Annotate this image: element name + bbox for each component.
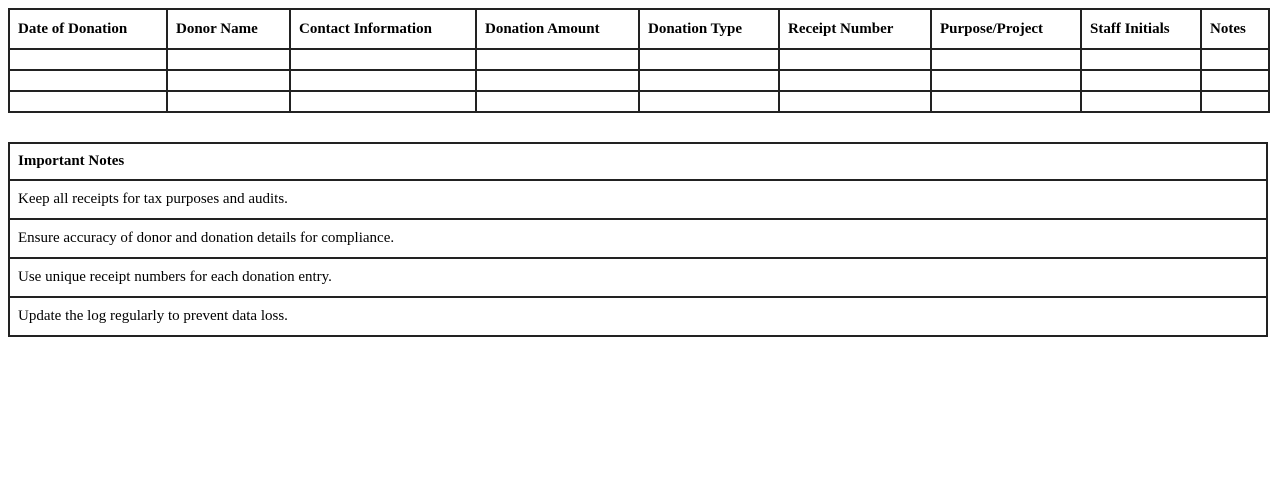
table-cell — [8, 48, 168, 71]
note-row: Ensure accuracy of donor and donation de… — [8, 218, 1268, 259]
column-header-notes: Notes — [1200, 8, 1270, 50]
table-cell — [475, 69, 640, 92]
table-cell — [1080, 69, 1202, 92]
table-row — [8, 69, 1270, 92]
column-header-donation-amount: Donation Amount — [475, 8, 640, 50]
table-cell — [1080, 48, 1202, 71]
table-cell — [638, 69, 780, 92]
column-header-receipt-number: Receipt Number — [778, 8, 932, 50]
table-row — [8, 48, 1270, 71]
column-header-contact-information: Contact Information — [289, 8, 477, 50]
table-cell — [930, 69, 1082, 92]
table-cell — [1200, 90, 1270, 113]
note-item: Ensure accuracy of donor and donation de… — [8, 218, 1268, 259]
table-cell — [930, 48, 1082, 71]
donation-table-header-row: Date of Donation Donor Name Contact Info… — [8, 8, 1270, 50]
table-row — [8, 90, 1270, 113]
column-header-date-of-donation: Date of Donation — [8, 8, 168, 50]
table-cell — [778, 90, 932, 113]
table-cell — [638, 90, 780, 113]
notes-header: Important Notes — [8, 142, 1268, 181]
table-cell — [289, 69, 477, 92]
table-cell — [166, 69, 291, 92]
column-header-donor-name: Donor Name — [166, 8, 291, 50]
donation-log-table: Date of Donation Donor Name Contact Info… — [8, 8, 1270, 113]
table-cell — [1200, 48, 1270, 71]
table-cell — [289, 90, 477, 113]
table-cell — [8, 90, 168, 113]
note-item: Update the log regularly to prevent data… — [8, 296, 1268, 337]
table-cell — [8, 69, 168, 92]
note-item: Keep all receipts for tax purposes and a… — [8, 179, 1268, 220]
note-row: Update the log regularly to prevent data… — [8, 296, 1268, 337]
note-row: Keep all receipts for tax purposes and a… — [8, 179, 1268, 220]
table-cell — [1200, 69, 1270, 92]
table-cell — [475, 90, 640, 113]
column-header-staff-initials: Staff Initials — [1080, 8, 1202, 50]
note-row: Use unique receipt numbers for each dona… — [8, 257, 1268, 298]
important-notes-table: Important Notes Keep all receipts for ta… — [8, 142, 1268, 337]
table-cell — [930, 90, 1082, 113]
column-header-donation-type: Donation Type — [638, 8, 780, 50]
table-cell — [166, 90, 291, 113]
table-cell — [1080, 90, 1202, 113]
column-header-purpose-project: Purpose/Project — [930, 8, 1082, 50]
notes-header-row: Important Notes — [8, 142, 1268, 181]
note-item: Use unique receipt numbers for each dona… — [8, 257, 1268, 298]
table-cell — [289, 48, 477, 71]
table-cell — [778, 69, 932, 92]
table-cell — [778, 48, 932, 71]
table-cell — [166, 48, 291, 71]
table-cell — [638, 48, 780, 71]
table-cell — [475, 48, 640, 71]
